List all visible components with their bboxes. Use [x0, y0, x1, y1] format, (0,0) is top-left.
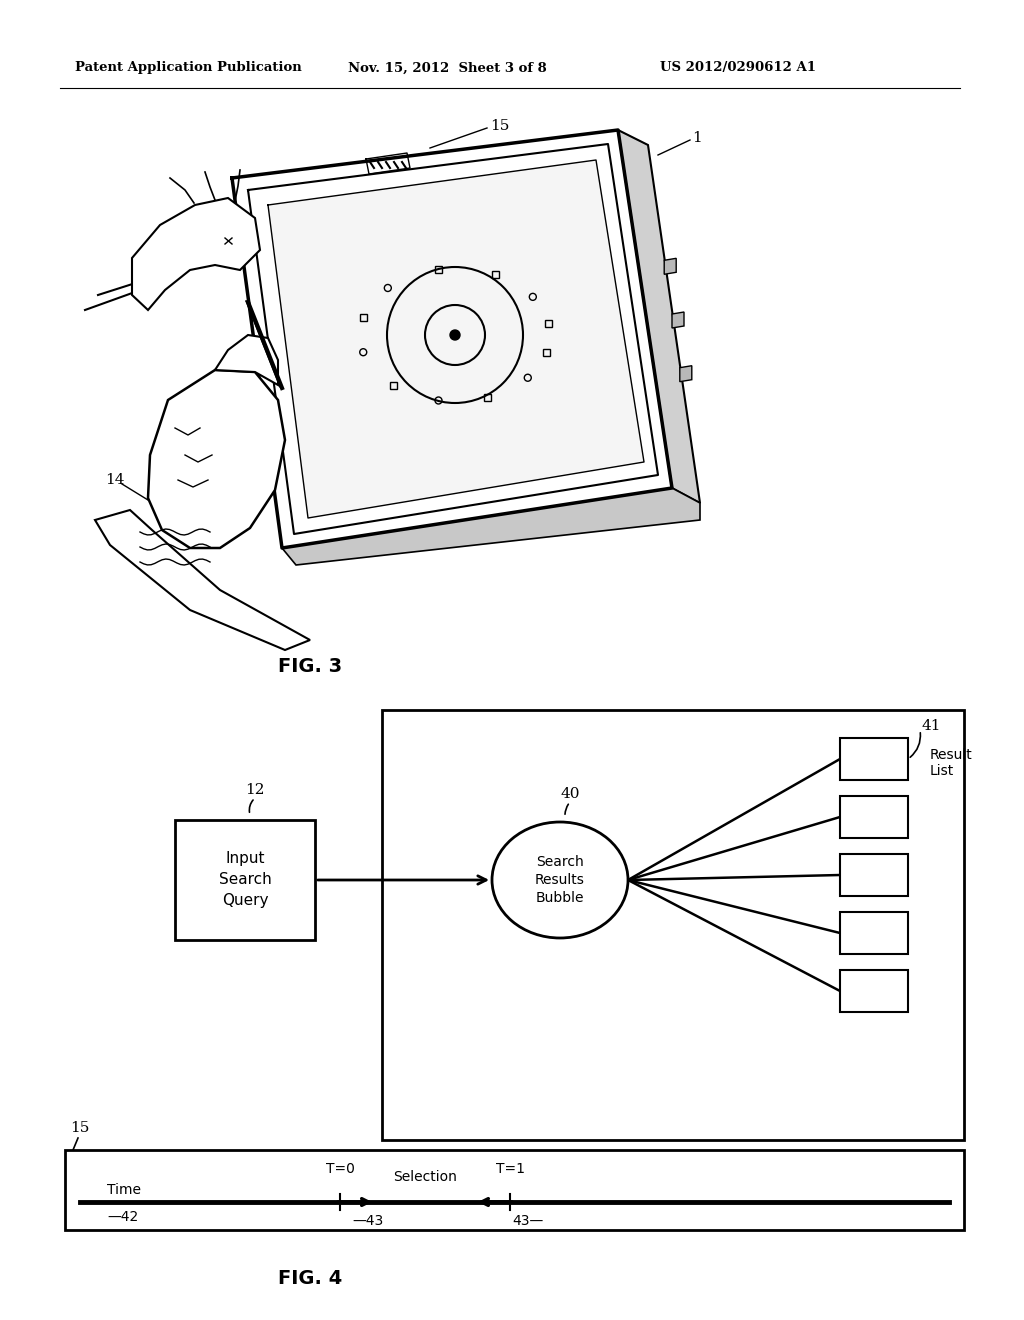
Bar [840, 912, 908, 954]
Text: 15: 15 [490, 119, 509, 133]
Polygon shape [232, 129, 672, 548]
Bar [382, 710, 964, 1140]
Text: —43: —43 [352, 1214, 383, 1228]
Text: 1: 1 [692, 131, 701, 145]
Ellipse shape [492, 822, 628, 939]
Polygon shape [132, 198, 260, 310]
Polygon shape [282, 488, 700, 565]
Bar [65, 1150, 964, 1230]
Bar [840, 738, 908, 780]
Text: 40: 40 [560, 787, 580, 801]
Bar [840, 854, 908, 896]
Text: —42: —42 [106, 1210, 138, 1224]
Text: US 2012/0290612 A1: US 2012/0290612 A1 [660, 62, 816, 74]
Text: Patent Application Publication: Patent Application Publication [75, 62, 302, 74]
Text: Search
Results
Bubble: Search Results Bubble [536, 854, 585, 906]
Text: Time: Time [106, 1183, 141, 1197]
Text: 15: 15 [70, 1121, 89, 1135]
Polygon shape [268, 160, 644, 517]
Polygon shape [680, 366, 692, 381]
Text: Selection: Selection [393, 1170, 457, 1184]
Text: FIG. 3: FIG. 3 [278, 656, 342, 676]
Bar [840, 970, 908, 1012]
Text: FIG. 4: FIG. 4 [278, 1269, 342, 1287]
Polygon shape [618, 129, 700, 503]
Text: 12: 12 [246, 783, 265, 797]
Text: 43—: 43— [512, 1214, 544, 1228]
Text: Nov. 15, 2012  Sheet 3 of 8: Nov. 15, 2012 Sheet 3 of 8 [348, 62, 547, 74]
Polygon shape [148, 370, 285, 548]
Text: 14: 14 [105, 473, 125, 487]
Text: List: List [930, 764, 954, 777]
Bar [840, 796, 908, 838]
Bar [175, 820, 315, 940]
Text: T=1: T=1 [496, 1162, 524, 1176]
Polygon shape [95, 510, 310, 649]
Text: Result: Result [930, 748, 973, 762]
Text: 41: 41 [922, 719, 941, 733]
Circle shape [450, 330, 460, 341]
Polygon shape [672, 312, 684, 327]
Polygon shape [665, 259, 676, 275]
Text: Input
Search
Query: Input Search Query [219, 851, 271, 908]
Polygon shape [215, 335, 278, 385]
Text: T=0: T=0 [326, 1162, 354, 1176]
